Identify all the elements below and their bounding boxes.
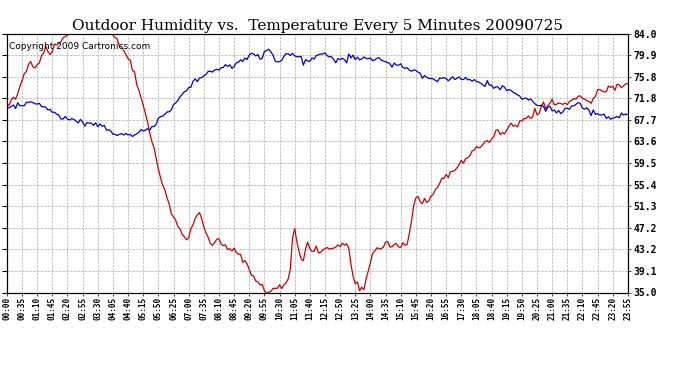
Text: Copyright 2009 Cartronics.com: Copyright 2009 Cartronics.com (9, 42, 150, 51)
Title: Outdoor Humidity vs.  Temperature Every 5 Minutes 20090725: Outdoor Humidity vs. Temperature Every 5… (72, 19, 563, 33)
